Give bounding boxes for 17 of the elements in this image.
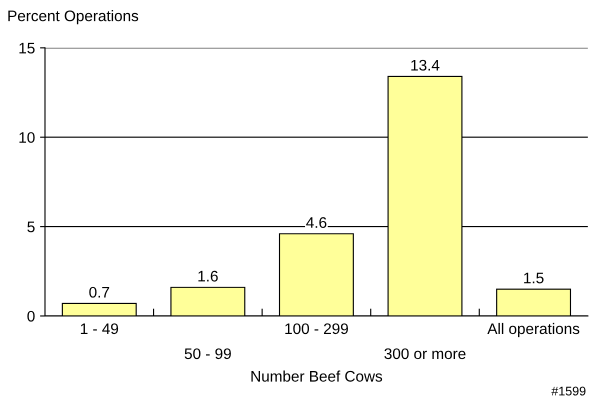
x-axis-title: Number Beef Cows xyxy=(251,370,382,382)
y-tick-label: 0 xyxy=(27,310,35,322)
x-tick-label: 300 or more xyxy=(384,348,466,360)
text: #1599 xyxy=(551,386,586,396)
y-axis-title: Percent Operations xyxy=(8,10,138,24)
data-label: 1.6 xyxy=(198,270,218,282)
y-tick-label: 15 xyxy=(19,42,35,54)
data-label: 13.4 xyxy=(411,60,440,71)
x-tick-label: All operations xyxy=(487,322,580,338)
data-label: 0.7 xyxy=(89,286,110,298)
data-label: 1.5 xyxy=(524,272,544,284)
y-tick-label: 10 xyxy=(19,132,35,143)
x-tick-label: 50 - 99 xyxy=(184,348,231,360)
data-label: 4.6 xyxy=(306,217,326,228)
y-tick-label: 5 xyxy=(27,222,35,232)
x-tick-label: 100 - 299 xyxy=(285,323,348,334)
x-tick-label: 1 - 49 xyxy=(80,323,118,334)
